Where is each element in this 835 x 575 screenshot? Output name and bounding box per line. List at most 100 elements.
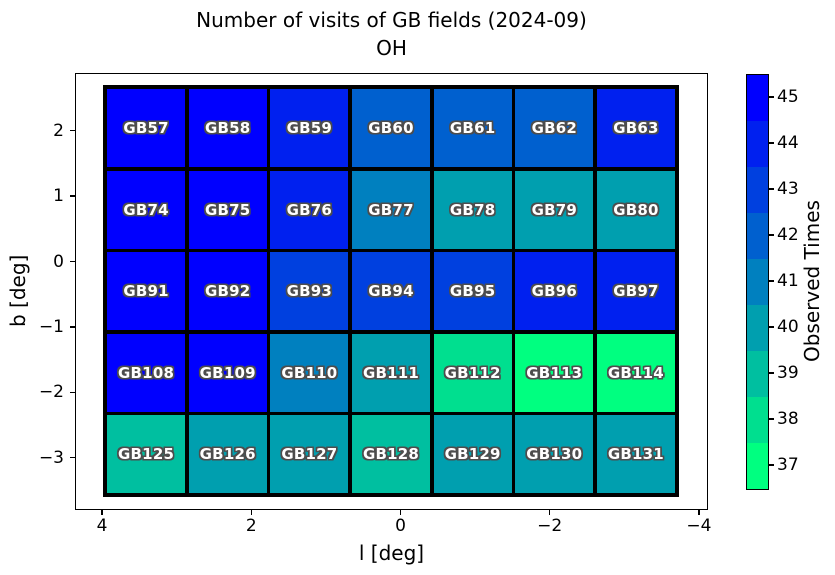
- colorbar-band: [747, 351, 768, 397]
- y-axis-label: b [deg]: [6, 254, 30, 328]
- heatmap-cell: GB95: [433, 252, 512, 330]
- heatmap-cell: GB111: [351, 333, 431, 412]
- x-axis-tick: [549, 510, 551, 515]
- y-axis-tick-label: −3: [38, 447, 64, 468]
- heatmap-cell: GB78: [433, 170, 512, 249]
- y-axis-tick-label: 2: [53, 120, 64, 141]
- field-label: GB58: [205, 119, 251, 137]
- heatmap-cell: GB75: [188, 170, 267, 249]
- heatmap-cell: GB79: [515, 170, 594, 249]
- heatmap-cell: GB94: [351, 252, 431, 330]
- heatmap-cell: GB114: [596, 333, 675, 412]
- field-label: GB76: [286, 200, 333, 219]
- field-label: GB113: [526, 363, 583, 382]
- colorbar-band: [747, 75, 768, 121]
- field-label: GB131: [607, 445, 664, 463]
- field-label: GB94: [368, 282, 414, 300]
- colorbar-tick-label: 43: [777, 179, 799, 199]
- field-label: GB128: [362, 445, 420, 463]
- field-label: GB95: [449, 282, 496, 300]
- field-label: GB75: [205, 200, 251, 219]
- field-label: GB110: [281, 363, 338, 382]
- colorbar-band: [747, 167, 768, 213]
- field-label: GB63: [613, 119, 659, 137]
- y-axis-tick: [70, 195, 75, 197]
- y-axis-tick: [70, 326, 75, 328]
- field-label: GB97: [613, 282, 659, 300]
- colorbar-band: [747, 305, 768, 351]
- field-label: GB61: [449, 119, 496, 137]
- colorbar-band: [747, 259, 768, 305]
- colorbar-label: Observed Times: [800, 200, 824, 362]
- field-label: GB80: [613, 200, 659, 219]
- colorbar-band: [747, 443, 768, 489]
- x-axis-tick: [250, 510, 252, 515]
- heatmap-cell: GB92: [188, 252, 267, 330]
- heatmap-cell: GB130: [515, 415, 594, 493]
- heatmap-cell: GB57: [107, 89, 186, 167]
- field-label: GB108: [118, 363, 175, 382]
- heatmap-cell: GB127: [270, 415, 349, 493]
- chart-title: Number of visits of GB fields (2024-09): [196, 8, 587, 32]
- y-axis-tick-label: 1: [53, 186, 64, 207]
- field-label: GB79: [531, 200, 577, 219]
- colorbar-tick: [768, 418, 774, 420]
- colorbar-tick-label: 41: [777, 271, 799, 291]
- heatmap-cell: GB58: [188, 89, 267, 167]
- field-label: GB126: [199, 445, 256, 463]
- heatmap-cell: GB93: [270, 252, 349, 330]
- heatmap-cell: GB59: [270, 89, 349, 167]
- colorbar-tick: [768, 280, 774, 282]
- colorbar-tick: [768, 326, 774, 328]
- y-axis-tick: [70, 457, 75, 459]
- colorbar-tick-label: 40: [777, 317, 799, 337]
- field-label: GB74: [123, 200, 169, 219]
- colorbar-tick-label: 38: [777, 409, 799, 429]
- field-label: GB77: [368, 200, 414, 219]
- colorbar-tick: [768, 464, 774, 466]
- x-axis-tick: [698, 510, 700, 515]
- field-label: GB78: [449, 200, 496, 219]
- y-axis-tick: [70, 391, 75, 393]
- heatmap-cell: GB60: [351, 89, 431, 167]
- x-axis-tick-label: 2: [245, 516, 257, 536]
- field-label: GB109: [199, 363, 256, 382]
- heatmap-cell: GB128: [351, 415, 431, 493]
- field-label: GB111: [362, 363, 420, 382]
- field-label: GB96: [531, 282, 577, 300]
- field-label: GB125: [118, 445, 175, 463]
- field-label: GB127: [281, 445, 338, 463]
- field-label: GB93: [286, 282, 333, 300]
- colorbar-tick-label: 39: [777, 363, 799, 383]
- y-axis-tick: [70, 260, 75, 263]
- y-axis-tick-label: −1: [38, 316, 64, 337]
- colorbar: [746, 74, 769, 490]
- heatmap-cell: GB109: [188, 333, 267, 412]
- x-axis-tick-label: −4: [686, 516, 712, 536]
- field-label: GB60: [368, 119, 414, 137]
- heatmap-cell: GB76: [270, 170, 349, 249]
- heatmap-cell: GB113: [515, 333, 594, 412]
- field-label: GB129: [444, 445, 501, 463]
- field-label: GB92: [205, 282, 251, 300]
- plot-area: [75, 73, 708, 510]
- field-label: GB91: [123, 282, 169, 300]
- field-label: GB114: [607, 363, 664, 382]
- heatmap-cell: GB129: [433, 415, 512, 493]
- y-axis-tick: [70, 130, 75, 132]
- field-label: GB62: [531, 119, 577, 137]
- colorbar-tick-label: 44: [777, 133, 799, 153]
- heatmap-cell: GB77: [351, 170, 431, 249]
- colorbar-band: [747, 213, 768, 259]
- x-axis-tick-label: −2: [537, 516, 563, 536]
- heatmap-cell: GB91: [107, 252, 186, 330]
- heatmap-cell: GB131: [596, 415, 675, 493]
- field-label: GB57: [123, 119, 169, 137]
- y-axis-tick-label: −2: [38, 382, 64, 403]
- heatmap-cell: GB112: [433, 333, 512, 412]
- x-axis-tick-label: 0: [395, 516, 406, 536]
- heatmap-cell: GB96: [515, 252, 594, 330]
- heatmap-grid: GB57 GB58 GB59 GB60 GB61 GB62 GB63 GB74 GB75 GB76…: [103, 85, 679, 497]
- field-label: GB130: [526, 445, 583, 463]
- colorbar-tick: [768, 96, 774, 98]
